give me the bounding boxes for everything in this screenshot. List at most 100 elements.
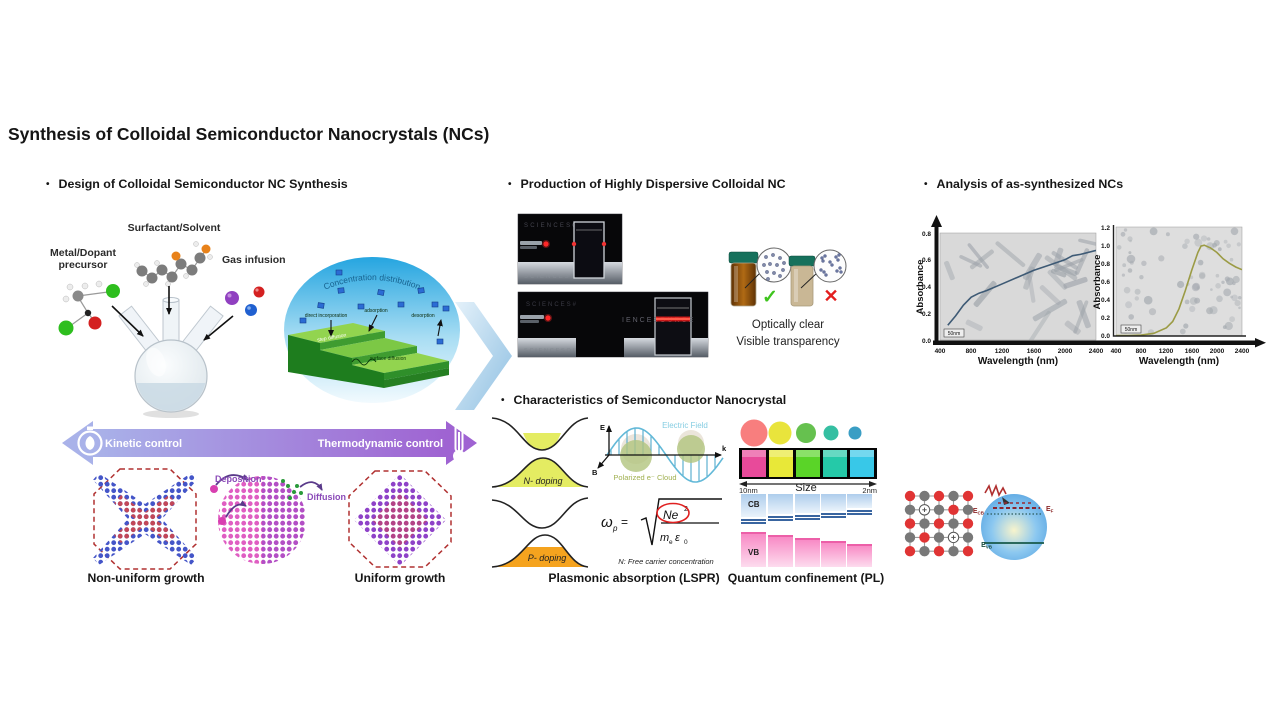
bullet-icon: • [924, 179, 928, 190]
highlight-circle [656, 502, 690, 524]
svg-text:2000: 2000 [1210, 348, 1225, 355]
n-doping-label: N- doping [523, 476, 562, 486]
section-heading-analysis: • Analysis of as-synthesized NCs [924, 177, 1124, 191]
size-min-label: 10nm [739, 486, 758, 495]
cuvette-icon [571, 221, 607, 279]
numerator-exponent: 2 [684, 506, 688, 513]
plasma-frequency-formula: ω p = Ne 2 m e ε 0 N: Free carrier conce… [601, 498, 722, 566]
tem-nanorods-background [944, 238, 1096, 340]
clear-vial-icon [728, 251, 759, 307]
ef-label: EF [1046, 506, 1054, 514]
transition-arrow-icon [455, 302, 512, 410]
reaction-flask-icon [118, 297, 224, 418]
quantum-confinement-caption: Quantum confinement (PL) [727, 571, 885, 585]
svg-text:0.0: 0.0 [1101, 333, 1110, 340]
cross-icon: ✕ [823, 286, 838, 306]
svg-text:1.2: 1.2 [1101, 225, 1110, 232]
doping-band-diagrams: N- doping P- doping [491, 417, 589, 568]
bullet-icon: • [508, 179, 512, 190]
metal-dopant-label-line1: Metal/Dopant [50, 247, 116, 259]
clarity-caption-line2: Visible transparency [736, 336, 840, 348]
dispersed-particles-inset [756, 247, 792, 283]
uniform-growth-caption: Uniform growth [354, 571, 446, 585]
doped-crystal-lattice [904, 490, 974, 557]
stepped-crystal-surface [288, 323, 449, 388]
svg-text:1.0: 1.0 [1101, 243, 1110, 250]
equals-sign: = [621, 515, 628, 529]
thermometer-icon [453, 423, 465, 462]
chart1-scale-bar: 50nm [948, 331, 961, 337]
b-axis-label: B [592, 468, 598, 477]
svg-text:1200: 1200 [1159, 348, 1174, 355]
tem-nanoparticles-background [1116, 227, 1242, 336]
electric-field-label: Electric Field [662, 421, 708, 430]
non-uniform-growth-caption: Non-uniform growth [87, 571, 205, 585]
chart2-ticks: 0.0 0.2 0.4 0.6 0.8 1.0 1.2 400 800 1200… [1101, 225, 1250, 355]
bullet-icon: • [501, 395, 505, 406]
svg-text:0.4: 0.4 [922, 284, 931, 291]
growth-mechanism-diagram: Concentration distribution [284, 257, 460, 403]
section-heading-design: • Design of Colloidal Semiconductor NC Sy… [46, 177, 348, 191]
svg-text:0.6: 0.6 [1101, 279, 1110, 286]
aggregated-particles-inset [813, 249, 847, 283]
clarity-caption-line1: Optically clear [751, 319, 825, 331]
quantum-confinement-panel: 10nm Size 2nm CB VB [739, 419, 877, 567]
pl-vials-photo [742, 450, 874, 477]
cb-vb-levels [741, 494, 872, 567]
tyndall-photo-clear: SCIENCESOURCE SCIENCESOURCE [517, 213, 623, 285]
numerator-ne: Ne [663, 508, 679, 522]
cb-label: CB [748, 500, 760, 509]
mechanism-arrows [328, 314, 443, 366]
absorbance-charts: 0.0 0.2 0.4 0.6 0.8 400 800 1200 1600 20… [915, 215, 1266, 367]
page-title: Synthesis of Colloidal Semiconductor Nan… [8, 124, 490, 144]
non-uniform-crystal [93, 468, 197, 570]
dispersion-comparison: ✓ ✕ [728, 247, 847, 308]
photon-wave-icon [984, 483, 1007, 498]
svg-text:1600: 1600 [1027, 348, 1042, 355]
carrier-concentration-note: N: Free carrier concentration [618, 557, 713, 566]
absorbance-curve-nanoparticles [1116, 244, 1242, 336]
size-max-label: 2nm [862, 486, 877, 495]
precursor-molecule-icon [58, 280, 120, 336]
svg-text:800: 800 [966, 348, 977, 355]
polarized-cloud-label: Polarized e⁻ Cloud [613, 473, 676, 482]
size-axis-label: Size [795, 482, 816, 494]
svg-text:0.8: 0.8 [1101, 261, 1110, 268]
svg-text:1600: 1600 [1185, 348, 1200, 355]
stopwatch-icon [77, 426, 103, 456]
svg-text:0.2: 0.2 [922, 311, 931, 318]
chart2-y-axis-label: Absorbance [1092, 255, 1103, 310]
svg-text:2400: 2400 [1235, 348, 1250, 355]
clarity-caption: Optically clear Visible transparency [700, 317, 876, 351]
laser-pointer-icon [520, 314, 552, 323]
direct-incorporation-label: direct incorporation [305, 313, 348, 319]
denominator-eps-sub: 0 [684, 539, 688, 546]
adsorption-label: adsorption [364, 308, 388, 314]
svg-text:400: 400 [1111, 348, 1122, 355]
watermark-text: SCIENCESOURCE [524, 223, 605, 229]
metal-dopant-label-line2: precursor [58, 259, 107, 271]
ecb-label: ECB [973, 508, 985, 516]
svg-text:2400: 2400 [1089, 348, 1104, 355]
chart1-y-axis-label: Absorbance [915, 260, 926, 315]
evb-label: EVB [981, 542, 993, 550]
deposition-label: Deposition [215, 474, 262, 484]
check-icon: ✓ [762, 287, 778, 308]
watermark-text: SCIENCESOURCE [524, 348, 595, 354]
diffusion-label: Diffusion [307, 492, 346, 502]
synthesis-scheme: Surfactant/Solvent Metal/Dopant precurso… [50, 222, 512, 570]
growing-crystal: Deposition Diffusion [210, 474, 346, 564]
chart1-x-axis-label: Wavelength (nm) [978, 356, 1058, 367]
kinetic-control-label: Kinetic control [105, 438, 182, 450]
denominator-eps: ε [675, 532, 680, 544]
turbid-vial-icon [788, 255, 816, 307]
watermark-text: SCIENCES# [526, 302, 578, 308]
bullet-icon: • [46, 179, 50, 190]
efield-wave [606, 427, 724, 483]
surface-diffusion-label: surface diffusion [370, 356, 407, 362]
svg-text:400: 400 [935, 348, 946, 355]
lspr-caption: Plasmonic absorption (LSPR) [548, 571, 720, 585]
svg-text:0.0: 0.0 [922, 338, 931, 345]
denominator-m-sub: e [669, 539, 673, 546]
